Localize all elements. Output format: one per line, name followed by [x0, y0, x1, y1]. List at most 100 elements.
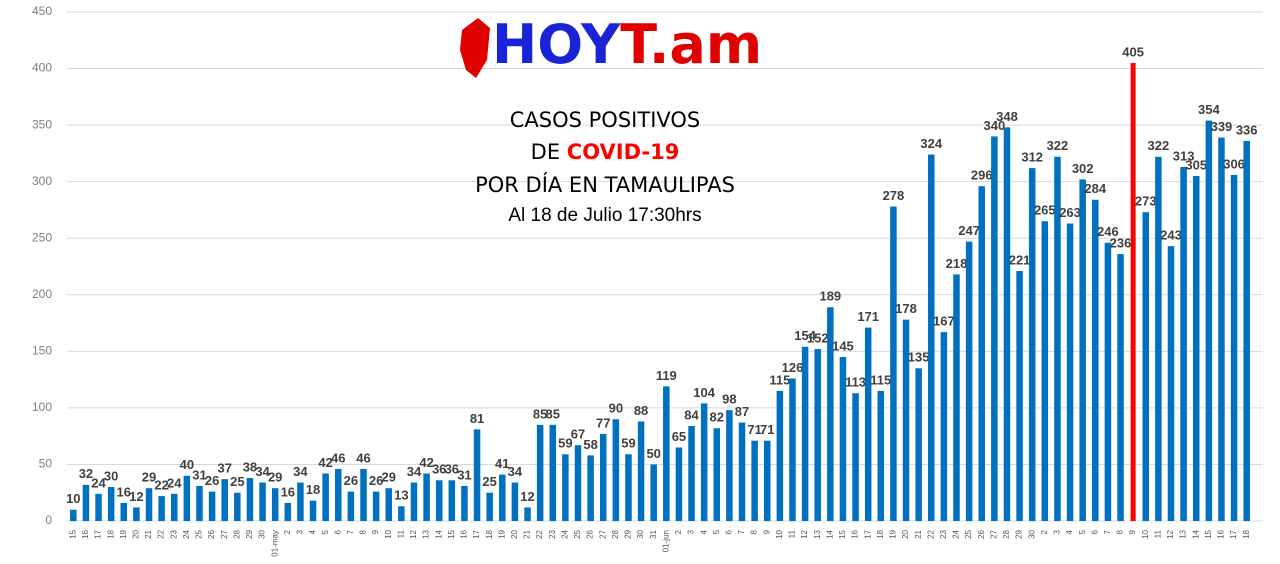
bar: [347, 491, 355, 521]
data-label: 178: [895, 301, 917, 316]
data-label: 42: [318, 455, 332, 470]
bar: [170, 493, 178, 521]
x-tick-label: 2: [1040, 529, 1049, 534]
data-label: 38: [243, 459, 257, 474]
data-label: 26: [344, 473, 358, 488]
data-label: 313: [1173, 148, 1195, 163]
x-tick-label: 9: [762, 529, 771, 534]
data-label: 115: [870, 372, 891, 387]
x-tick-label: 17: [94, 529, 103, 538]
logo-part: HOY: [492, 13, 621, 76]
data-label: 82: [710, 410, 724, 425]
bar: [1054, 156, 1061, 521]
data-label: 29: [268, 470, 282, 485]
x-tick-label: 16: [81, 529, 90, 538]
x-tick-label: 24: [182, 529, 191, 538]
bar: [499, 474, 506, 521]
data-label: 24: [167, 475, 182, 490]
data-label: 22: [154, 478, 168, 493]
bar: [864, 327, 872, 521]
data-label: 119: [656, 368, 677, 383]
data-label: 354: [1198, 102, 1220, 117]
y-tick-label: 0: [45, 513, 52, 527]
x-tick-label: 27: [220, 529, 229, 538]
bar: [133, 507, 140, 521]
x-tick-label: 8: [1116, 529, 1125, 534]
data-label: 171: [857, 309, 879, 324]
bar: [1117, 254, 1124, 521]
data-label: 154: [794, 328, 816, 343]
data-label: 34: [407, 464, 422, 479]
x-tick-label: 22: [926, 529, 935, 538]
data-label: 46: [356, 450, 370, 465]
data-label: 30: [104, 469, 118, 484]
bar: [208, 491, 216, 521]
bar: [751, 440, 758, 521]
data-label: 37: [217, 461, 231, 476]
data-label: 247: [958, 223, 980, 238]
bar: [1104, 242, 1112, 521]
data-label: 16: [117, 484, 131, 499]
x-tick-label: 13: [1179, 529, 1188, 538]
data-label: 13: [394, 488, 408, 503]
bar: [675, 447, 683, 521]
bar: [1066, 223, 1074, 522]
x-tick-label: 11: [788, 529, 797, 538]
bar: [1130, 62, 1136, 522]
x-tick-label: 26: [977, 529, 986, 538]
data-label: 246: [1097, 224, 1119, 239]
bar: [385, 488, 392, 521]
data-label: 81: [470, 411, 484, 426]
x-tick-label: 4: [1065, 529, 1074, 534]
x-tick-label: 17: [472, 529, 481, 538]
y-tick-label: 350: [32, 117, 52, 131]
bar: [1205, 120, 1213, 521]
data-label: 59: [621, 436, 635, 451]
data-label: 152: [807, 331, 829, 346]
title-line: CASOS POSITIVOS: [510, 108, 701, 132]
x-tick-label: 26: [207, 529, 216, 538]
bar: [259, 482, 266, 521]
data-label: 84: [684, 407, 699, 422]
x-tick-label: 5: [1078, 529, 1087, 534]
x-tick-label: 25: [964, 529, 973, 538]
data-label: 25: [230, 474, 244, 489]
bar: [435, 480, 443, 521]
data-label: 34: [255, 464, 270, 479]
data-label: 296: [971, 168, 993, 183]
x-tick-label: 18: [106, 529, 115, 538]
data-label: 34: [293, 464, 308, 479]
x-tick-label: 5: [712, 529, 721, 534]
data-label: 40: [180, 457, 194, 472]
x-tick-label: 3: [296, 529, 305, 534]
data-label: 236: [1110, 235, 1132, 250]
x-tick-label: 21: [914, 529, 923, 538]
x-tick-label: 16: [1217, 529, 1226, 538]
bar: [549, 424, 557, 521]
data-label: 31: [192, 467, 206, 482]
x-tick-label: 15: [447, 529, 456, 538]
x-tick-label: 23: [939, 529, 948, 538]
bar: [726, 410, 733, 521]
bar: [978, 186, 985, 522]
data-label: 348: [996, 109, 1018, 124]
x-tick-label: 11: [396, 529, 405, 538]
data-label: 71: [747, 422, 761, 437]
bar: [1218, 137, 1225, 521]
bar: [1016, 271, 1023, 521]
x-tick-label: 29: [624, 529, 633, 538]
bar: [915, 368, 922, 521]
data-label: 16: [281, 484, 295, 499]
x-tick-label: 6: [1090, 529, 1099, 534]
x-tick-label: 4: [308, 529, 317, 534]
x-tick-label: 10: [1141, 529, 1150, 538]
x-tick-label: 24: [560, 529, 569, 538]
x-tick-label: 9: [1128, 529, 1137, 534]
bar: [827, 307, 834, 521]
x-tick-label: 2: [283, 529, 292, 534]
bar: [1142, 212, 1150, 521]
x-tick-label: 24: [952, 529, 961, 538]
data-label: 88: [634, 403, 648, 418]
y-tick-label: 150: [32, 344, 52, 358]
x-tick-label: 7: [737, 529, 746, 534]
